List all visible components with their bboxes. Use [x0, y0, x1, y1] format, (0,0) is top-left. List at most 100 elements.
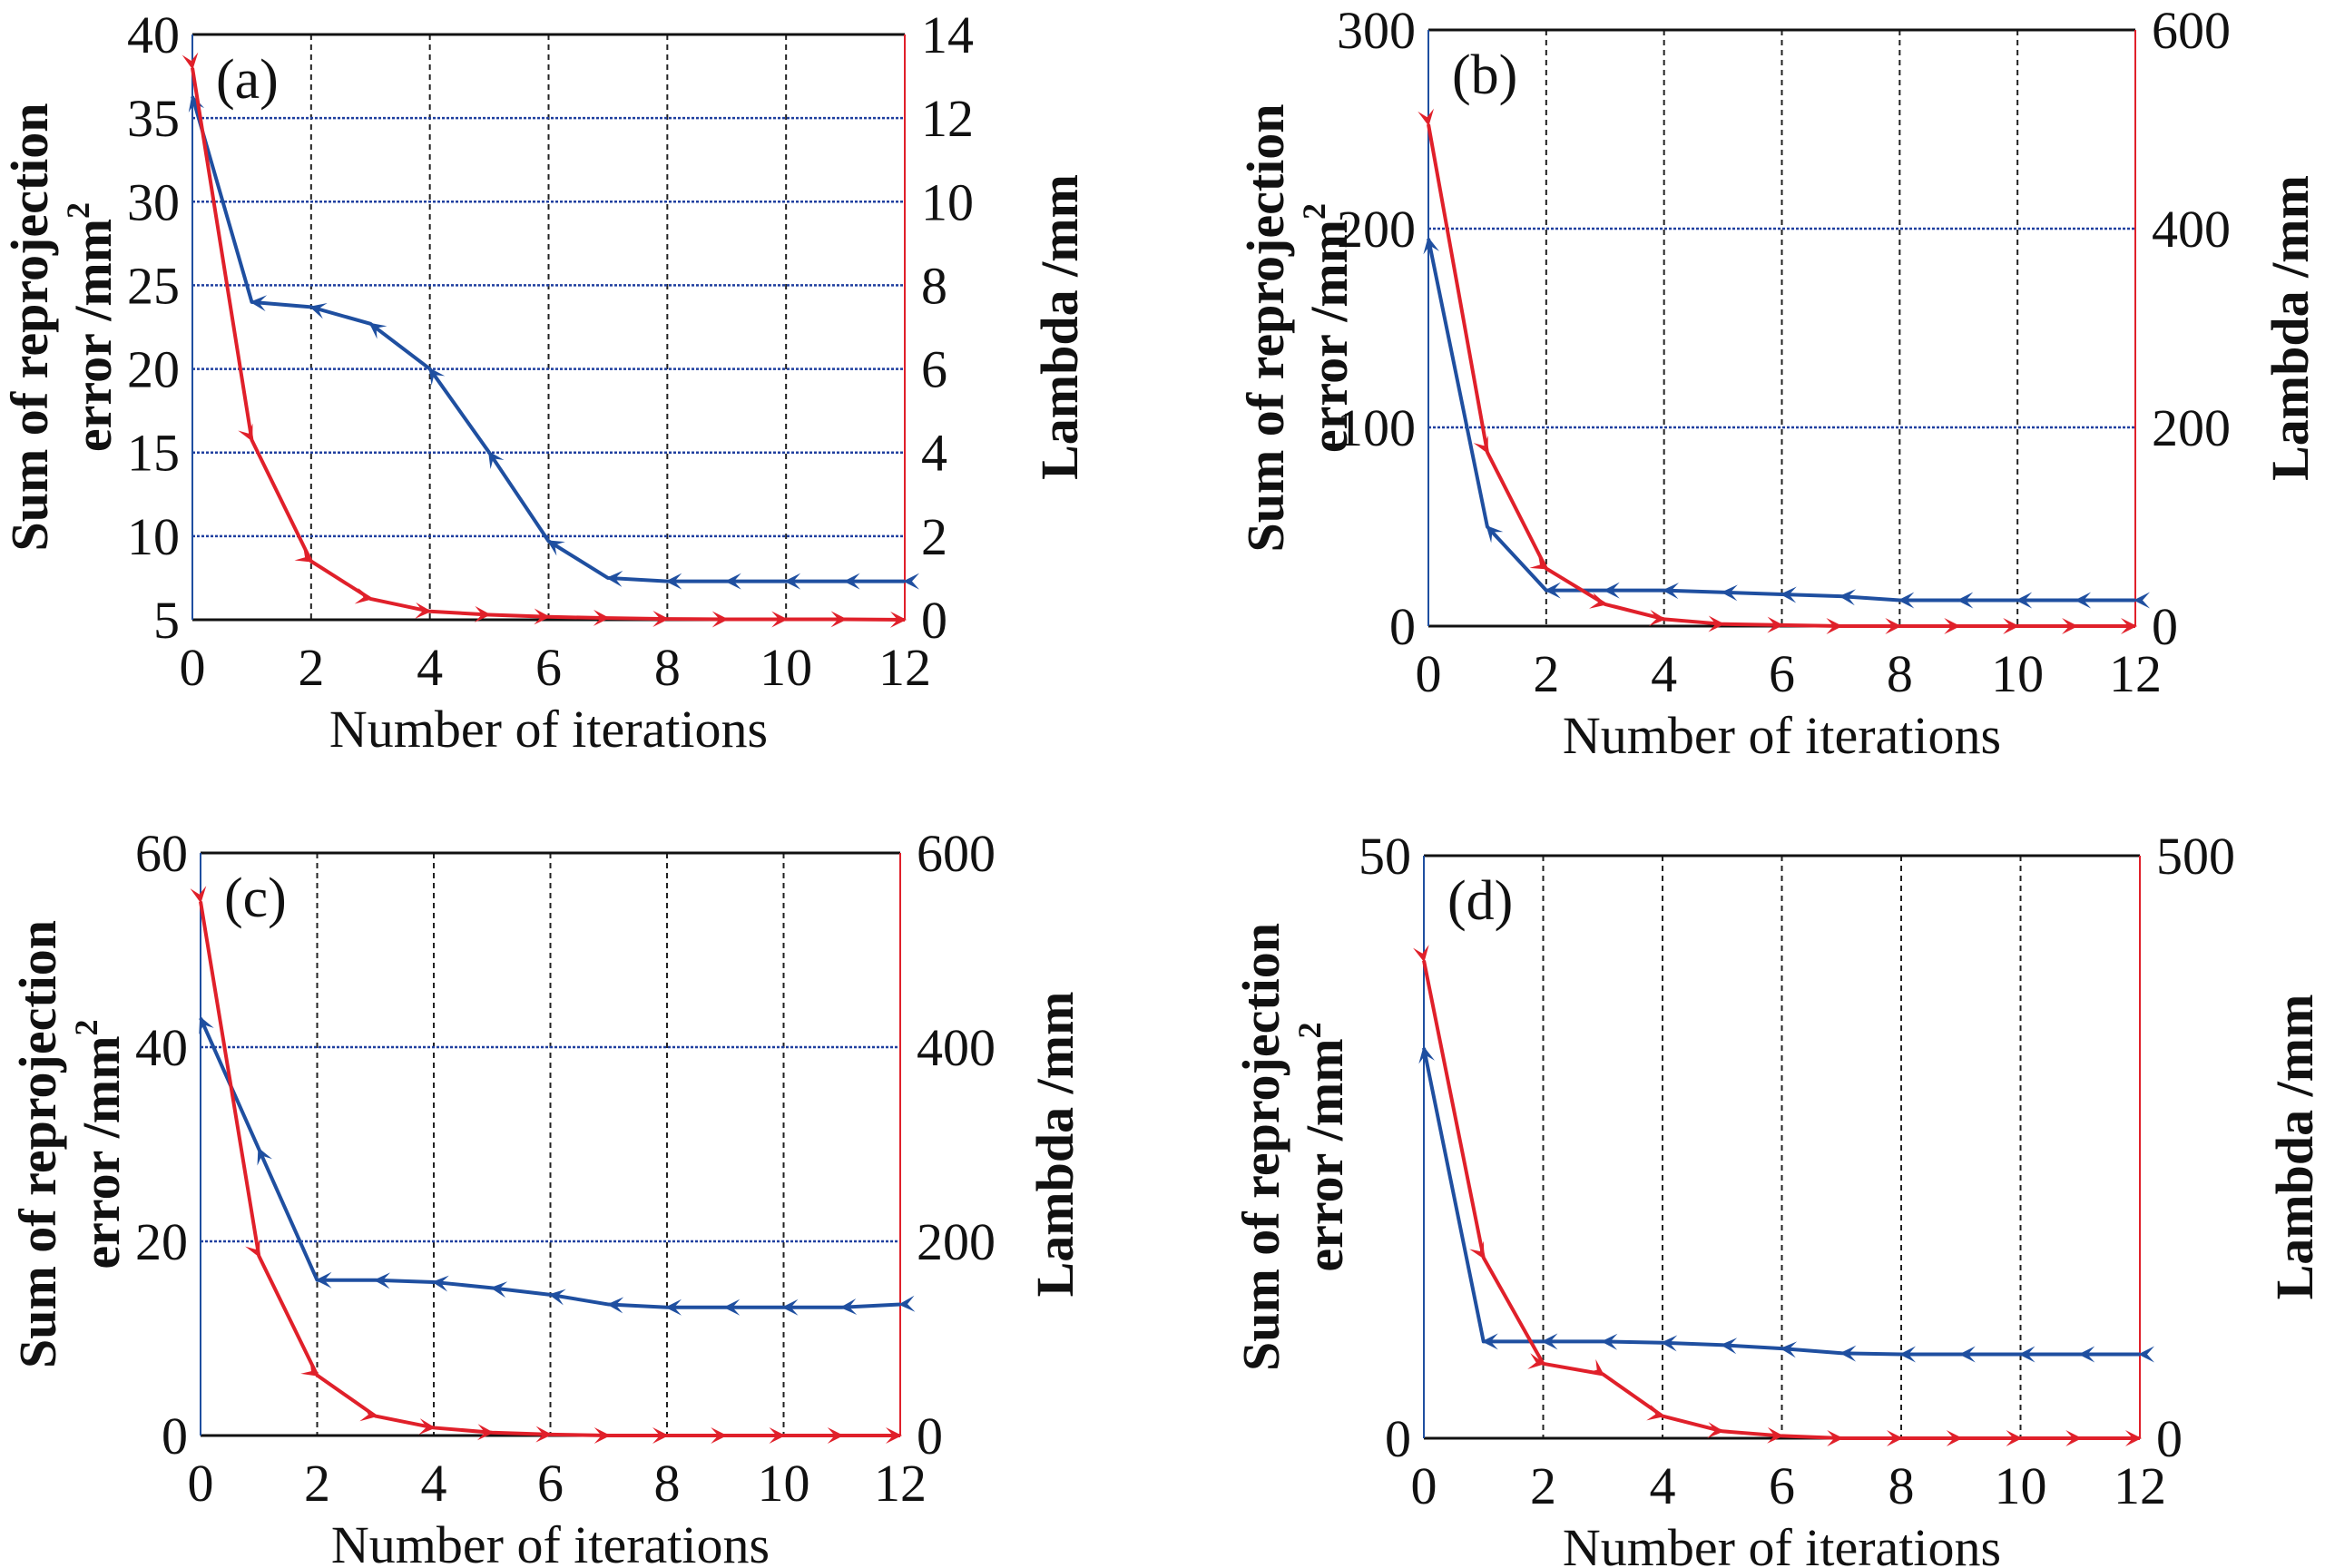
panel-label: (d)	[1447, 870, 1513, 932]
error-data-point	[2138, 1346, 2154, 1363]
lambda-data-point	[1767, 1426, 1784, 1444]
x-tick-label: 6	[537, 1454, 564, 1513]
error-data-point	[257, 1147, 272, 1166]
x-tick-label: 8	[1888, 1456, 1915, 1515]
right-y-axis-title: Lambda /mm	[2261, 175, 2320, 481]
chart-panel-a: 0 2 4 6 8 10 12 5 10 15 20 25 30 35 40 0 2 4 6 8 10 12 14 Numbe…	[0, 5, 1089, 759]
right-y-axis-title: Lambda /mm	[1030, 174, 1089, 480]
left-y-tick-label: 20	[135, 1212, 188, 1271]
error-data-point	[1899, 1346, 1916, 1363]
x-tick-label: 12	[878, 638, 931, 697]
lambda-data-point	[2062, 618, 2079, 634]
error-data-point	[1780, 586, 1797, 603]
lambda-data-point	[2125, 1430, 2142, 1446]
x-tick-label: 4	[421, 1454, 447, 1513]
right-y-tick-label: 600	[917, 824, 996, 883]
error-data-point	[1721, 584, 1738, 602]
panel-label: (b)	[1452, 44, 1517, 106]
left-y-tick-label: 60	[135, 824, 188, 883]
lambda-data-point	[2006, 1430, 2023, 1446]
right-y-tick-label: 400	[2152, 200, 2231, 259]
error-data-point	[1423, 236, 1440, 255]
x-tick-label: 6	[1769, 1456, 1795, 1515]
y-axis-title-line2: error /mm2	[60, 202, 123, 452]
x-tick-label: 0	[180, 638, 206, 697]
error-data-point	[605, 570, 623, 587]
right-y-axis-title: Lambda /mm	[2265, 995, 2324, 1300]
error-data-point	[1720, 1338, 1738, 1355]
lambda-data-point	[474, 605, 492, 622]
left-y-tick-label: 25	[127, 256, 180, 315]
x-tick-label: 10	[1991, 644, 2044, 703]
lambda-data-point	[889, 611, 907, 628]
x-tick-label: 4	[1650, 1456, 1676, 1515]
error-data-point	[2016, 592, 2033, 609]
right-y-tick-label: 0	[2152, 597, 2178, 656]
lambda-data-point	[711, 1427, 728, 1444]
error-data-point	[1898, 592, 1915, 609]
right-y-tick-label: 0	[917, 1406, 943, 1465]
lambda-data-point	[245, 1239, 260, 1258]
error-data-point	[487, 451, 505, 470]
error-data-point	[1603, 582, 1620, 599]
x-axis-title: Number of iterations	[1563, 706, 2001, 765]
x-tick-label: 10	[1995, 1456, 2047, 1515]
lambda-data-point	[769, 1427, 786, 1444]
lambda-data-point	[2065, 1430, 2083, 1446]
lambda-data-point	[1589, 593, 1607, 609]
lambda-data-point	[1944, 618, 1961, 634]
error-data-point	[898, 1295, 916, 1312]
lambda-data-point	[1885, 618, 1902, 634]
lambda-data-point	[827, 1427, 844, 1444]
y-axis-title-line2: error /mm2	[68, 1019, 131, 1269]
x-tick-label: 8	[654, 1454, 681, 1513]
x-tick-label: 2	[298, 638, 324, 697]
lambda-data-point	[359, 1405, 378, 1422]
error-data-point	[1839, 1345, 1857, 1362]
left-y-tick-label: 40	[127, 5, 180, 64]
left-y-tick-label: 35	[127, 89, 180, 148]
lambda-data-point	[1708, 615, 1725, 632]
error-data-point	[606, 1297, 624, 1314]
error-data-point	[1481, 1333, 1498, 1350]
left-y-tick-label: 0	[1389, 597, 1416, 656]
lambda-data-point	[1648, 610, 1666, 626]
x-tick-label: 6	[535, 638, 562, 697]
error-data-point	[843, 573, 860, 590]
y-axis-title-line1: Sum of reprojection	[8, 920, 67, 1368]
error-data-point	[2078, 1346, 2095, 1363]
lambda-data-point	[1646, 1404, 1664, 1421]
right-y-tick-label: 0	[2156, 1409, 2183, 1468]
error-data-point	[309, 303, 328, 319]
lambda-data-point	[830, 611, 848, 628]
lambda-data-point	[190, 886, 207, 904]
error-data-point	[250, 295, 268, 312]
lambda-data-point	[652, 1427, 669, 1444]
lambda-data-point	[886, 1427, 902, 1444]
error-data-point	[1780, 1341, 1798, 1358]
lambda-data-point	[294, 546, 313, 563]
x-tick-label: 10	[758, 1454, 810, 1513]
error-data-point	[368, 322, 388, 339]
lambda-data-point	[415, 602, 432, 619]
lambda-data-point	[535, 1426, 553, 1443]
left-y-tick-label: 200	[1337, 200, 1416, 259]
error-data-point	[1839, 589, 1856, 606]
right-y-tick-label: 10	[921, 172, 974, 231]
lambda-data-point	[1826, 618, 1843, 634]
error-data-point	[2134, 592, 2150, 609]
left-y-tick-label: 20	[127, 340, 180, 399]
error-data-point	[784, 573, 801, 590]
lambda-data-point	[354, 587, 373, 604]
left-y-tick-label: 40	[135, 1018, 188, 1077]
error-data-point	[199, 1016, 214, 1035]
lambda-data-point	[652, 610, 670, 627]
y-axis-title-text: error /mm	[72, 1035, 131, 1269]
y-axis-title-text: error /mm	[64, 219, 123, 452]
y-axis-title-superscript: 2	[68, 1019, 104, 1035]
lambda-data-point	[1946, 1430, 1963, 1446]
y-axis-title-line1: Sum of reprojection	[1236, 103, 1295, 552]
